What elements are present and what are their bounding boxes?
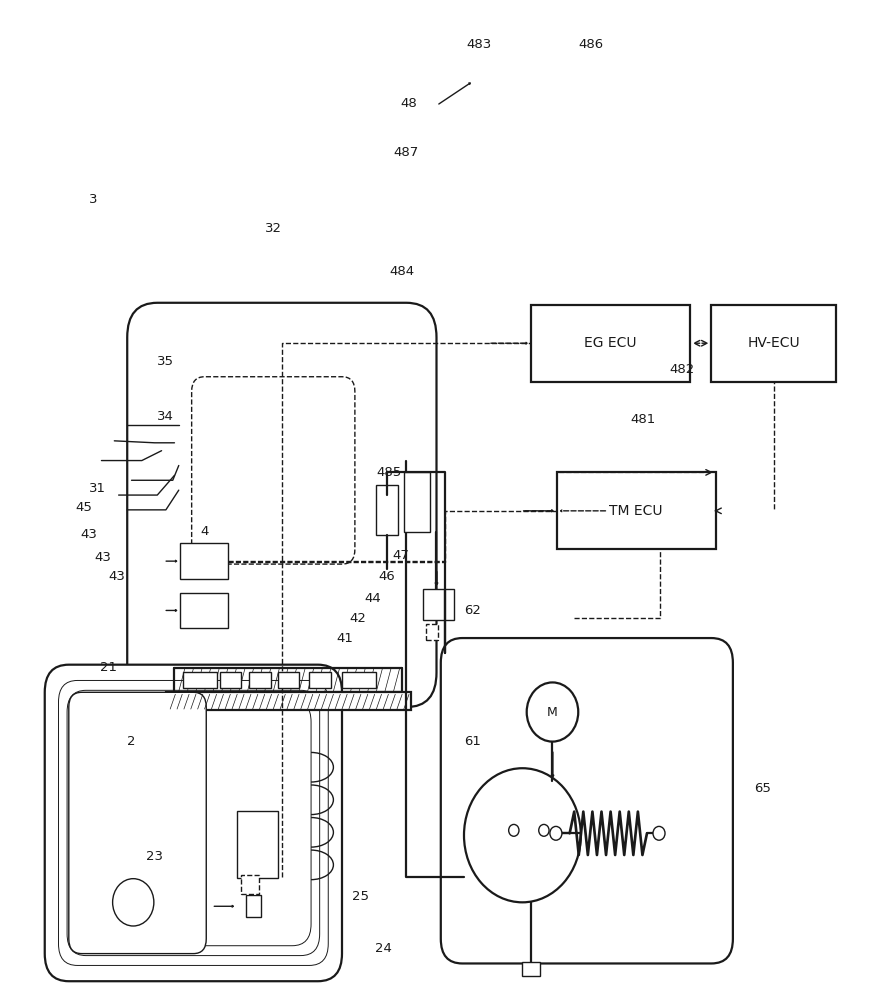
Text: 25: 25 — [353, 890, 369, 903]
Bar — [531, 305, 690, 382]
Circle shape — [464, 768, 581, 902]
Bar — [309, 672, 331, 688]
Text: 65: 65 — [754, 782, 772, 795]
Bar — [246, 895, 261, 917]
Text: 23: 23 — [146, 850, 163, 863]
Text: 485: 485 — [376, 466, 402, 479]
Text: 43: 43 — [95, 551, 112, 564]
Text: 484: 484 — [389, 265, 415, 278]
Text: TM ECU: TM ECU — [609, 504, 663, 518]
Text: M: M — [547, 706, 558, 719]
Bar — [278, 672, 299, 688]
Circle shape — [653, 826, 665, 840]
Bar — [220, 672, 242, 688]
Text: 481: 481 — [630, 413, 656, 426]
FancyBboxPatch shape — [58, 680, 328, 965]
Bar — [557, 472, 716, 549]
FancyBboxPatch shape — [67, 690, 320, 956]
Bar — [376, 485, 398, 535]
Bar — [242, 875, 258, 894]
Text: 44: 44 — [365, 592, 382, 605]
Text: EG ECU: EG ECU — [584, 336, 636, 350]
Text: 42: 42 — [349, 612, 366, 625]
FancyBboxPatch shape — [45, 665, 342, 981]
Bar — [522, 962, 540, 976]
Bar — [404, 472, 430, 532]
FancyBboxPatch shape — [69, 692, 206, 954]
Text: 45: 45 — [76, 501, 93, 514]
Bar — [342, 672, 376, 688]
Text: HV-ECU: HV-ECU — [747, 336, 800, 350]
FancyBboxPatch shape — [192, 377, 355, 564]
Text: 41: 41 — [336, 632, 353, 645]
Text: 487: 487 — [394, 146, 419, 159]
Bar — [249, 672, 271, 688]
Bar — [181, 593, 228, 628]
Bar — [711, 305, 836, 382]
Text: 47: 47 — [392, 549, 409, 562]
Bar — [423, 589, 454, 620]
Circle shape — [113, 879, 154, 926]
Bar — [237, 811, 278, 878]
Circle shape — [550, 826, 562, 840]
Text: 43: 43 — [108, 570, 126, 583]
Text: 24: 24 — [375, 942, 392, 955]
Text: 34: 34 — [157, 410, 175, 423]
FancyBboxPatch shape — [441, 638, 733, 963]
Text: 35: 35 — [157, 355, 175, 368]
Text: 62: 62 — [464, 604, 481, 617]
Text: 21: 21 — [100, 661, 117, 674]
Circle shape — [509, 824, 519, 836]
Text: 482: 482 — [670, 363, 695, 376]
Bar — [166, 692, 410, 710]
Bar — [426, 624, 438, 640]
Bar — [183, 672, 217, 688]
Text: 48: 48 — [401, 97, 417, 110]
Text: 43: 43 — [80, 528, 97, 541]
Text: 2: 2 — [127, 735, 136, 748]
Text: 32: 32 — [265, 222, 282, 235]
Text: 31: 31 — [89, 482, 106, 495]
Text: 46: 46 — [378, 570, 395, 583]
Text: 3: 3 — [88, 193, 97, 206]
Circle shape — [526, 682, 578, 742]
FancyBboxPatch shape — [127, 303, 436, 707]
FancyBboxPatch shape — [76, 700, 311, 946]
Text: 483: 483 — [467, 38, 492, 51]
Circle shape — [539, 824, 549, 836]
Text: 486: 486 — [579, 38, 604, 51]
Text: 4: 4 — [200, 525, 209, 538]
Text: 61: 61 — [464, 735, 481, 748]
Bar — [181, 543, 228, 579]
